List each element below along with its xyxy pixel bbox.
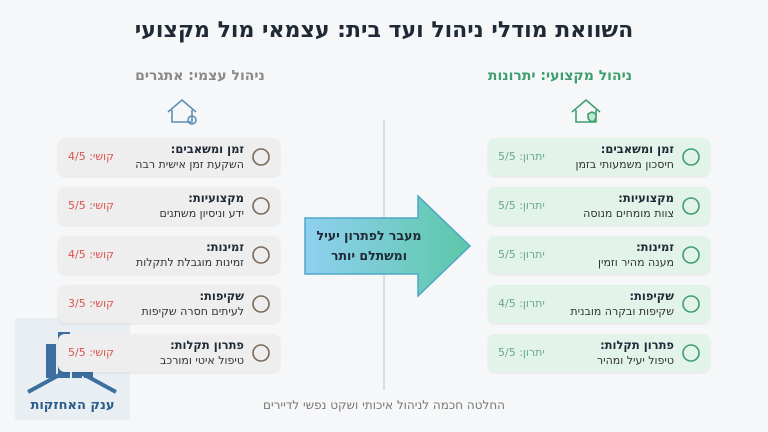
- arrow-text: מעבר לפתרון יעיל ומשתלם יותר: [305, 226, 433, 266]
- gear-icon: [187, 115, 197, 125]
- card-score: יתרון: 5/5: [498, 248, 545, 261]
- card-label: זמינות:: [206, 240, 244, 254]
- card: מקצועיות: צוות מומחים מנוסה יתרון: 5/5: [488, 187, 710, 225]
- card: זמינות: מענה מהיר וזמין יתרון: 5/5: [488, 236, 710, 274]
- arrow-line: מעבר לפתרון יעיל: [316, 228, 422, 243]
- card-score: קושי: 5/5: [68, 346, 114, 359]
- card-detail: טיפול איטי ומורכב: [160, 354, 244, 367]
- card-label: פתרון תקלות:: [600, 338, 674, 352]
- card-icon: [252, 148, 270, 166]
- card-score: קושי: 3/5: [68, 297, 114, 310]
- card: זמינות: זמינות מוגבלת לתקלות קושי: 4/5: [58, 236, 280, 274]
- card: פתרון תקלות: טיפול איטי ומורכב קושי: 5/5: [58, 334, 280, 372]
- professional-header: ניהול מקצועי: יתרונות: [487, 68, 633, 84]
- card-score: יתרון: 5/5: [498, 199, 545, 212]
- card-score: יתרון: 4/5: [498, 297, 545, 310]
- card-detail: צוות מומחים מנוסה: [583, 207, 674, 220]
- arrow-line: ומשתלם יותר: [330, 248, 407, 263]
- shield-icon: [587, 111, 597, 123]
- card-detail: ידע וניסיון משתנים: [159, 207, 244, 220]
- card-label: שקיפות:: [629, 289, 674, 303]
- footer: החלטה חכמה לניהול איכותי ושקט נפשי לדייר…: [262, 398, 506, 412]
- card-detail: השקעת זמן אישית רבה: [135, 158, 244, 171]
- card-detail: טיפול יעיל ומהיר: [596, 354, 674, 367]
- card: זמן ומשאבים: חיסכון משמעותי בזמן יתרון: 5/…: [488, 138, 710, 176]
- card-score: קושי: 4/5: [68, 248, 114, 261]
- card-score: יתרון: 5/5: [498, 150, 545, 163]
- card-icon: [682, 246, 700, 264]
- card-label: מקצועיות:: [188, 191, 244, 205]
- card-icon: [252, 246, 270, 264]
- card: פתרון תקלות: טיפול יעיל ומהיר יתרון: 5/5: [488, 334, 710, 372]
- card-icon: [252, 295, 270, 313]
- card: שקיפות: שקיפות ובקרה מובנית יתרון: 4/5: [488, 285, 710, 323]
- card-detail: חיסכון משמעותי בזמן: [575, 158, 674, 171]
- logo-text: ענק האחזקות: [30, 398, 115, 413]
- card-detail: מענה מהיר וזמין: [597, 256, 674, 269]
- card-score: קושי: 4/5: [68, 150, 114, 163]
- card-score: קושי: 5/5: [68, 199, 114, 212]
- card-icon: [682, 295, 700, 313]
- card-label: זמן ומשאבים:: [170, 142, 244, 156]
- card-detail: לעיתים חסרה שקיפות: [141, 305, 244, 318]
- card-score: יתרון: 5/5: [498, 346, 545, 359]
- house-icon: [167, 98, 197, 123]
- card-label: מקצועיות:: [618, 191, 674, 205]
- card: שקיפות: לעיתים חסרה שקיפות קושי: 3/5: [58, 285, 280, 323]
- card-label: פתרון תקלות:: [170, 338, 244, 352]
- self-header: ניהול עצמי: אתגרים: [135, 68, 265, 84]
- card-label: שקיפות:: [199, 289, 244, 303]
- card-icon: [682, 148, 700, 166]
- card-label: זמינות:: [636, 240, 674, 254]
- arrow: [304, 194, 472, 298]
- card-icon: [682, 344, 700, 362]
- card: זמן ומשאבים: השקעת זמן אישית רבה קושי: 4/5: [58, 138, 280, 176]
- card-detail: זמינות מוגבלת לתקלות: [136, 256, 244, 269]
- card-icon: [252, 344, 270, 362]
- title: השוואת מודלי ניהול ועד בית: עצמאי מול מק…: [134, 18, 634, 43]
- card-icon: [682, 197, 700, 215]
- card-label: זמן ומשאבים:: [600, 142, 674, 156]
- card-icon: [252, 197, 270, 215]
- card-detail: שקיפות ובקרה מובנית: [570, 305, 674, 318]
- card: מקצועיות: ידע וניסיון משתנים קושי: 5/5: [58, 187, 280, 225]
